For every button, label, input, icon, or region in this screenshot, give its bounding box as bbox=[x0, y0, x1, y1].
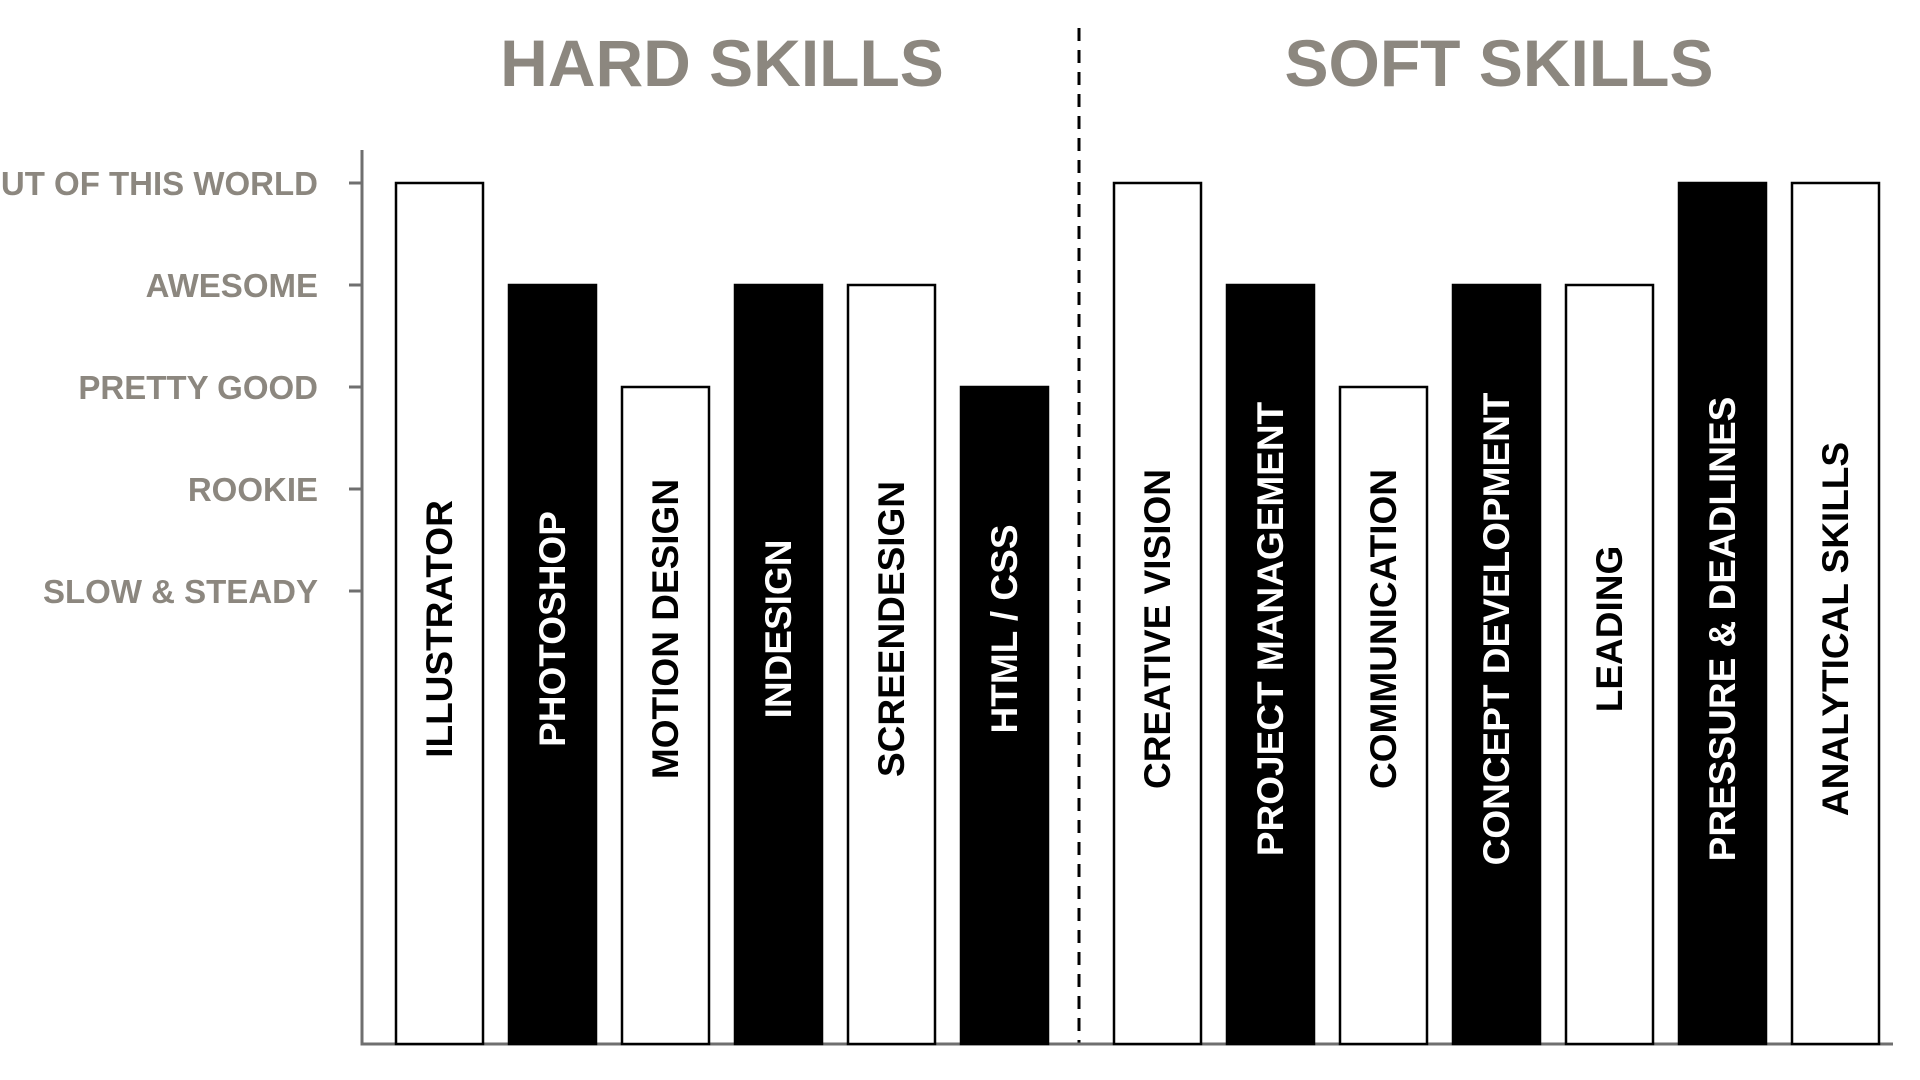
bar-illustrator bbox=[394, 181, 485, 1046]
bar-label-analytical-skills: ANALYTICAL SKILLS bbox=[1815, 442, 1856, 816]
section-title-hard-skills: HARD SKILLS bbox=[500, 26, 944, 100]
bar-analytical-skills bbox=[1790, 181, 1881, 1046]
bar-label-html-css: HTML / CSS bbox=[984, 525, 1025, 734]
bar-label-illustrator: ILLUSTRATOR bbox=[419, 500, 460, 758]
bar-creative-vision bbox=[1112, 181, 1203, 1046]
bar-photoshop bbox=[507, 283, 598, 1046]
bar-screendesign bbox=[846, 283, 937, 1046]
y-tick-label-out-of-this-world: OUT OF THIS WORLD bbox=[0, 165, 318, 202]
y-tick-label-rookie: ROOKIE bbox=[188, 471, 318, 508]
bar-label-photoshop: PHOTOSHOP bbox=[532, 511, 573, 747]
bar-indesign bbox=[733, 283, 824, 1046]
bar-pressure-deadlines bbox=[1677, 181, 1768, 1046]
bar-communication bbox=[1338, 385, 1429, 1046]
y-tick-label-awesome: AWESOME bbox=[146, 267, 318, 304]
y-tick-label-slow-steady: SLOW & STEADY bbox=[43, 573, 318, 610]
bar-concept-development bbox=[1451, 283, 1542, 1046]
bar-leading bbox=[1564, 283, 1655, 1046]
bar-label-screendesign: SCREENDESIGN bbox=[871, 481, 912, 777]
bar-label-concept-development: CONCEPT DEVELOPMENT bbox=[1476, 392, 1517, 865]
bar-label-motion-design: MOTION DESIGN bbox=[645, 479, 686, 779]
bar-label-project-management: PROJECT MANAGEMENT bbox=[1250, 401, 1291, 856]
bar-label-pressure-deadlines: PRESSURE & DEADLINES bbox=[1702, 397, 1743, 862]
bar-project-management bbox=[1225, 283, 1316, 1046]
bar-label-leading: LEADING bbox=[1589, 546, 1630, 713]
y-tick-label-pretty-good: PRETTY GOOD bbox=[78, 369, 318, 406]
bar-html-css bbox=[959, 385, 1050, 1046]
bar-label-creative-vision: CREATIVE VISION bbox=[1137, 469, 1178, 789]
bar-motion-design bbox=[620, 385, 711, 1046]
section-title-soft-skills: SOFT SKILLS bbox=[1285, 26, 1714, 100]
bar-label-communication: COMMUNICATION bbox=[1363, 469, 1404, 789]
bar-label-indesign: INDESIGN bbox=[758, 540, 799, 719]
